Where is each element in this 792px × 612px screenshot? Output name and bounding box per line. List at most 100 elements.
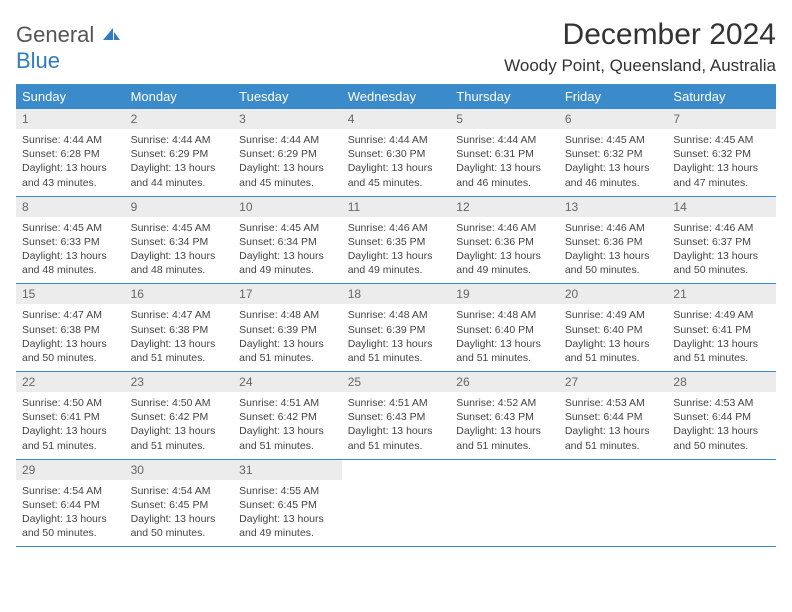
calendar-day: 30Sunrise: 4:54 AMSunset: 6:45 PMDayligh… <box>125 460 234 547</box>
daylight-value: Daylight: 13 hours and 48 minutes. <box>131 249 228 277</box>
day-number: 18 <box>342 284 451 304</box>
weekday-wednesday: Wednesday <box>342 84 451 109</box>
daylight-value: Daylight: 13 hours and 44 minutes. <box>131 161 228 189</box>
calendar-week: 29Sunrise: 4:54 AMSunset: 6:44 PMDayligh… <box>16 460 776 548</box>
calendar-day: 5Sunrise: 4:44 AMSunset: 6:31 PMDaylight… <box>450 109 559 196</box>
sunset-value: Sunset: 6:41 PM <box>673 323 770 337</box>
calendar-day: 31Sunrise: 4:55 AMSunset: 6:45 PMDayligh… <box>233 460 342 547</box>
calendar-day: 16Sunrise: 4:47 AMSunset: 6:38 PMDayligh… <box>125 284 234 371</box>
day-number: 28 <box>667 372 776 392</box>
sunset-value: Sunset: 6:36 PM <box>565 235 662 249</box>
calendar-day: 20Sunrise: 4:49 AMSunset: 6:40 PMDayligh… <box>559 284 668 371</box>
day-details: Sunrise: 4:49 AMSunset: 6:40 PMDaylight:… <box>559 304 668 371</box>
calendar-day: 11Sunrise: 4:46 AMSunset: 6:35 PMDayligh… <box>342 197 451 284</box>
weekday-sunday: Sunday <box>16 84 125 109</box>
day-details: Sunrise: 4:44 AMSunset: 6:29 PMDaylight:… <box>125 129 234 196</box>
calendar-day: 12Sunrise: 4:46 AMSunset: 6:36 PMDayligh… <box>450 197 559 284</box>
sunrise-value: Sunrise: 4:45 AM <box>131 221 228 235</box>
daylight-value: Daylight: 13 hours and 47 minutes. <box>673 161 770 189</box>
day-details: Sunrise: 4:52 AMSunset: 6:43 PMDaylight:… <box>450 392 559 459</box>
sunrise-value: Sunrise: 4:45 AM <box>565 133 662 147</box>
sunrise-value: Sunrise: 4:51 AM <box>239 396 336 410</box>
day-details: Sunrise: 4:45 AMSunset: 6:34 PMDaylight:… <box>125 217 234 284</box>
sunset-value: Sunset: 6:41 PM <box>22 410 119 424</box>
daylight-value: Daylight: 13 hours and 51 minutes. <box>239 424 336 452</box>
day-number: 8 <box>16 197 125 217</box>
day-number: 26 <box>450 372 559 392</box>
day-number: 25 <box>342 372 451 392</box>
calendar-day <box>667 460 776 547</box>
day-details: Sunrise: 4:44 AMSunset: 6:30 PMDaylight:… <box>342 129 451 196</box>
day-details: Sunrise: 4:45 AMSunset: 6:32 PMDaylight:… <box>559 129 668 196</box>
day-details: Sunrise: 4:53 AMSunset: 6:44 PMDaylight:… <box>559 392 668 459</box>
day-details: Sunrise: 4:48 AMSunset: 6:40 PMDaylight:… <box>450 304 559 371</box>
day-number: 24 <box>233 372 342 392</box>
day-details: Sunrise: 4:49 AMSunset: 6:41 PMDaylight:… <box>667 304 776 371</box>
sunset-value: Sunset: 6:37 PM <box>673 235 770 249</box>
sunrise-value: Sunrise: 4:48 AM <box>239 308 336 322</box>
sunset-value: Sunset: 6:31 PM <box>456 147 553 161</box>
daylight-value: Daylight: 13 hours and 45 minutes. <box>348 161 445 189</box>
logo-text-block: General Blue <box>16 22 121 74</box>
sunset-value: Sunset: 6:44 PM <box>673 410 770 424</box>
day-details: Sunrise: 4:46 AMSunset: 6:36 PMDaylight:… <box>450 217 559 284</box>
sunset-value: Sunset: 6:34 PM <box>239 235 336 249</box>
day-number: 17 <box>233 284 342 304</box>
day-number: 12 <box>450 197 559 217</box>
logo-word-blue: Blue <box>16 48 60 73</box>
sunrise-value: Sunrise: 4:54 AM <box>131 484 228 498</box>
sunrise-value: Sunrise: 4:48 AM <box>348 308 445 322</box>
day-details: Sunrise: 4:45 AMSunset: 6:33 PMDaylight:… <box>16 217 125 284</box>
daylight-value: Daylight: 13 hours and 50 minutes. <box>673 249 770 277</box>
sunrise-value: Sunrise: 4:44 AM <box>456 133 553 147</box>
sunrise-value: Sunrise: 4:52 AM <box>456 396 553 410</box>
day-number: 23 <box>125 372 234 392</box>
sunrise-value: Sunrise: 4:53 AM <box>673 396 770 410</box>
daylight-value: Daylight: 13 hours and 51 minutes. <box>131 337 228 365</box>
sail-icon <box>101 29 121 46</box>
daylight-value: Daylight: 13 hours and 50 minutes. <box>22 337 119 365</box>
sunrise-value: Sunrise: 4:47 AM <box>131 308 228 322</box>
calendar-day: 17Sunrise: 4:48 AMSunset: 6:39 PMDayligh… <box>233 284 342 371</box>
daylight-value: Daylight: 13 hours and 51 minutes. <box>456 424 553 452</box>
calendar-day <box>450 460 559 547</box>
day-details: Sunrise: 4:51 AMSunset: 6:43 PMDaylight:… <box>342 392 451 459</box>
sunrise-value: Sunrise: 4:46 AM <box>673 221 770 235</box>
sunrise-value: Sunrise: 4:46 AM <box>565 221 662 235</box>
sunset-value: Sunset: 6:45 PM <box>131 498 228 512</box>
calendar-week: 15Sunrise: 4:47 AMSunset: 6:38 PMDayligh… <box>16 284 776 372</box>
sunset-value: Sunset: 6:36 PM <box>456 235 553 249</box>
calendar-day: 26Sunrise: 4:52 AMSunset: 6:43 PMDayligh… <box>450 372 559 459</box>
calendar-day: 18Sunrise: 4:48 AMSunset: 6:39 PMDayligh… <box>342 284 451 371</box>
day-details: Sunrise: 4:54 AMSunset: 6:45 PMDaylight:… <box>125 480 234 547</box>
sunset-value: Sunset: 6:29 PM <box>131 147 228 161</box>
sunset-value: Sunset: 6:28 PM <box>22 147 119 161</box>
day-details: Sunrise: 4:51 AMSunset: 6:42 PMDaylight:… <box>233 392 342 459</box>
location-label: Woody Point, Queensland, Australia <box>504 56 776 76</box>
daylight-value: Daylight: 13 hours and 50 minutes. <box>673 424 770 452</box>
sunrise-value: Sunrise: 4:46 AM <box>348 221 445 235</box>
sunset-value: Sunset: 6:44 PM <box>22 498 119 512</box>
sunrise-value: Sunrise: 4:55 AM <box>239 484 336 498</box>
day-number: 4 <box>342 109 451 129</box>
calendar-week: 1Sunrise: 4:44 AMSunset: 6:28 PMDaylight… <box>16 109 776 197</box>
calendar-day <box>342 460 451 547</box>
calendar-day: 8Sunrise: 4:45 AMSunset: 6:33 PMDaylight… <box>16 197 125 284</box>
day-details: Sunrise: 4:54 AMSunset: 6:44 PMDaylight:… <box>16 480 125 547</box>
title-block: December 2024 Woody Point, Queensland, A… <box>504 18 776 76</box>
day-details: Sunrise: 4:48 AMSunset: 6:39 PMDaylight:… <box>233 304 342 371</box>
page-header: General Blue December 2024 Woody Point, … <box>16 18 776 76</box>
day-number: 14 <box>667 197 776 217</box>
sunrise-value: Sunrise: 4:45 AM <box>22 221 119 235</box>
sunrise-value: Sunrise: 4:44 AM <box>131 133 228 147</box>
calendar-day: 2Sunrise: 4:44 AMSunset: 6:29 PMDaylight… <box>125 109 234 196</box>
calendar-day: 3Sunrise: 4:44 AMSunset: 6:29 PMDaylight… <box>233 109 342 196</box>
daylight-value: Daylight: 13 hours and 51 minutes. <box>131 424 228 452</box>
calendar-day: 27Sunrise: 4:53 AMSunset: 6:44 PMDayligh… <box>559 372 668 459</box>
calendar-day: 29Sunrise: 4:54 AMSunset: 6:44 PMDayligh… <box>16 460 125 547</box>
daylight-value: Daylight: 13 hours and 51 minutes. <box>673 337 770 365</box>
day-number: 11 <box>342 197 451 217</box>
day-number: 7 <box>667 109 776 129</box>
calendar-day: 23Sunrise: 4:50 AMSunset: 6:42 PMDayligh… <box>125 372 234 459</box>
day-details: Sunrise: 4:46 AMSunset: 6:36 PMDaylight:… <box>559 217 668 284</box>
